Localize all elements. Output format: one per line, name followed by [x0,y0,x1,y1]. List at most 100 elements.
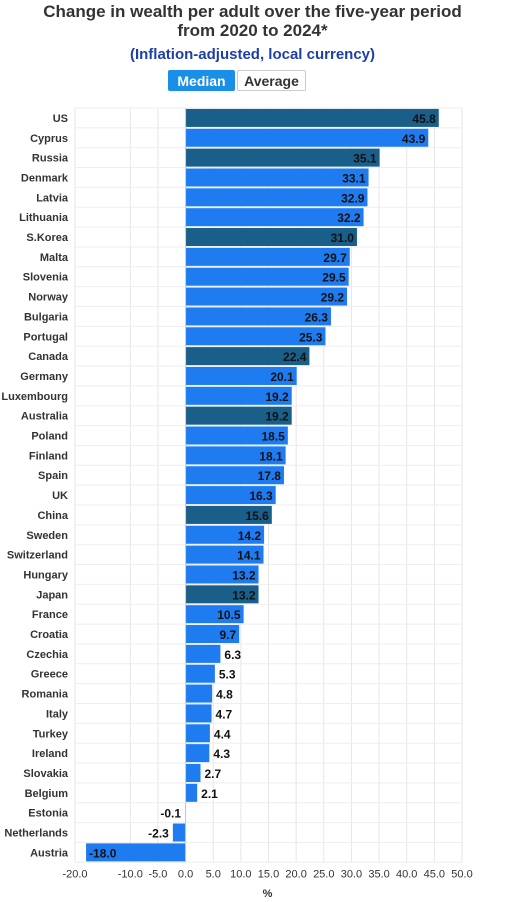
data-label: 2.7 [204,767,221,781]
bar [185,247,350,266]
category-label: Switzerland [7,550,68,562]
data-label: 6.3 [224,648,241,662]
data-label: 18.5 [261,430,285,444]
x-tick-label: 45.0 [424,868,445,880]
bar [185,585,259,604]
data-label: 32.2 [337,211,361,225]
chart-title-line-1: Change in wealth per adult over the five… [43,2,462,21]
data-label: 9.7 [220,628,237,642]
data-label: 29.2 [321,291,345,305]
category-label: Australia [21,411,69,423]
category-label: Poland [31,431,68,443]
category-label: Romania [22,689,69,701]
category-label: Lithuania [19,212,69,224]
data-label: 25.3 [299,330,323,344]
data-label: -2.3 [148,827,169,841]
bar [185,704,212,723]
category-label: Malta [40,252,69,264]
category-label: China [37,510,68,522]
x-tick-label: -20.0 [62,868,87,880]
category-label: Bulgaria [24,311,69,323]
category-label: Ireland [32,748,68,760]
data-label: 31.0 [331,231,355,245]
category-label: Croatia [30,629,69,641]
category-label: Hungary [23,569,69,581]
data-label: 4.8 [216,688,233,702]
category-label: Germany [20,371,69,383]
category-label: Greece [31,669,68,681]
category-label: Spain [38,470,68,482]
data-label: 4.4 [214,727,231,741]
data-label: 20.1 [270,370,294,384]
category-label: Sweden [26,530,68,542]
category-label: Belgium [25,788,69,800]
bar [185,188,368,207]
x-tick-label: 35.0 [368,868,389,880]
bar [185,386,292,405]
category-label: Turkey [33,728,69,740]
data-label: -18.0 [89,846,117,860]
x-axis-label: % [262,888,273,900]
bar [185,148,380,167]
category-label: Canada [28,351,69,363]
data-label: 14.1 [237,549,261,563]
data-label: 29.5 [322,271,346,285]
category-label: Estonia [28,808,69,820]
category-label: Denmark [21,172,69,184]
category-label: Russia [32,153,69,165]
bar [185,565,259,584]
bar [185,366,297,385]
bar [185,406,292,425]
x-tick-label: 10.0 [230,868,251,880]
data-label: 29.7 [323,251,347,265]
bar [185,545,264,564]
bar [86,843,186,862]
category-label: Italy [46,708,69,720]
data-label: 2.1 [201,787,218,801]
data-label: 33.1 [342,171,366,185]
bar [185,744,210,763]
data-label: 45.8 [412,112,436,126]
data-label: 5.3 [219,668,236,682]
x-tick-label: 5.0 [206,868,221,880]
category-label: S.Korea [26,232,68,244]
bar [185,605,244,624]
category-label: Slovakia [23,768,69,780]
x-tick-label: 20.0 [285,868,306,880]
bar [185,267,349,286]
data-label: 22.4 [283,350,307,364]
bar [185,108,439,127]
data-label: 16.3 [249,489,273,503]
x-tick-label: 40.0 [396,868,417,880]
category-label: Netherlands [4,828,68,840]
median-toggle-button[interactable]: Median [168,70,235,91]
bar [185,426,288,445]
x-tick-label: -5.0 [148,868,167,880]
data-label: 17.8 [258,469,282,483]
category-label: Finland [29,450,68,462]
data-label: 35.1 [353,152,377,166]
category-label: Portugal [23,331,68,343]
data-label: 15.6 [245,509,269,523]
bar [185,208,364,227]
average-toggle-button[interactable]: Average [237,70,306,91]
data-label: 19.2 [265,410,289,424]
category-label: Cyprus [30,133,68,145]
category-label: Norway [28,292,69,304]
bar [185,228,357,247]
category-label: Slovenia [23,272,69,284]
bar [185,525,265,544]
data-label: 10.5 [217,608,241,622]
bar [185,684,213,703]
bar [185,287,348,306]
data-label: 43.9 [402,132,426,146]
x-tick-label: 15.0 [258,868,279,880]
x-tick-label: -10.0 [118,868,143,880]
bar [185,446,286,465]
bar [185,327,326,346]
x-tick-label: 25.0 [313,868,334,880]
data-label: 4.7 [216,707,233,721]
bar [172,823,186,842]
data-label: 26.3 [305,310,329,324]
x-tick-label: 0.0 [178,868,193,880]
